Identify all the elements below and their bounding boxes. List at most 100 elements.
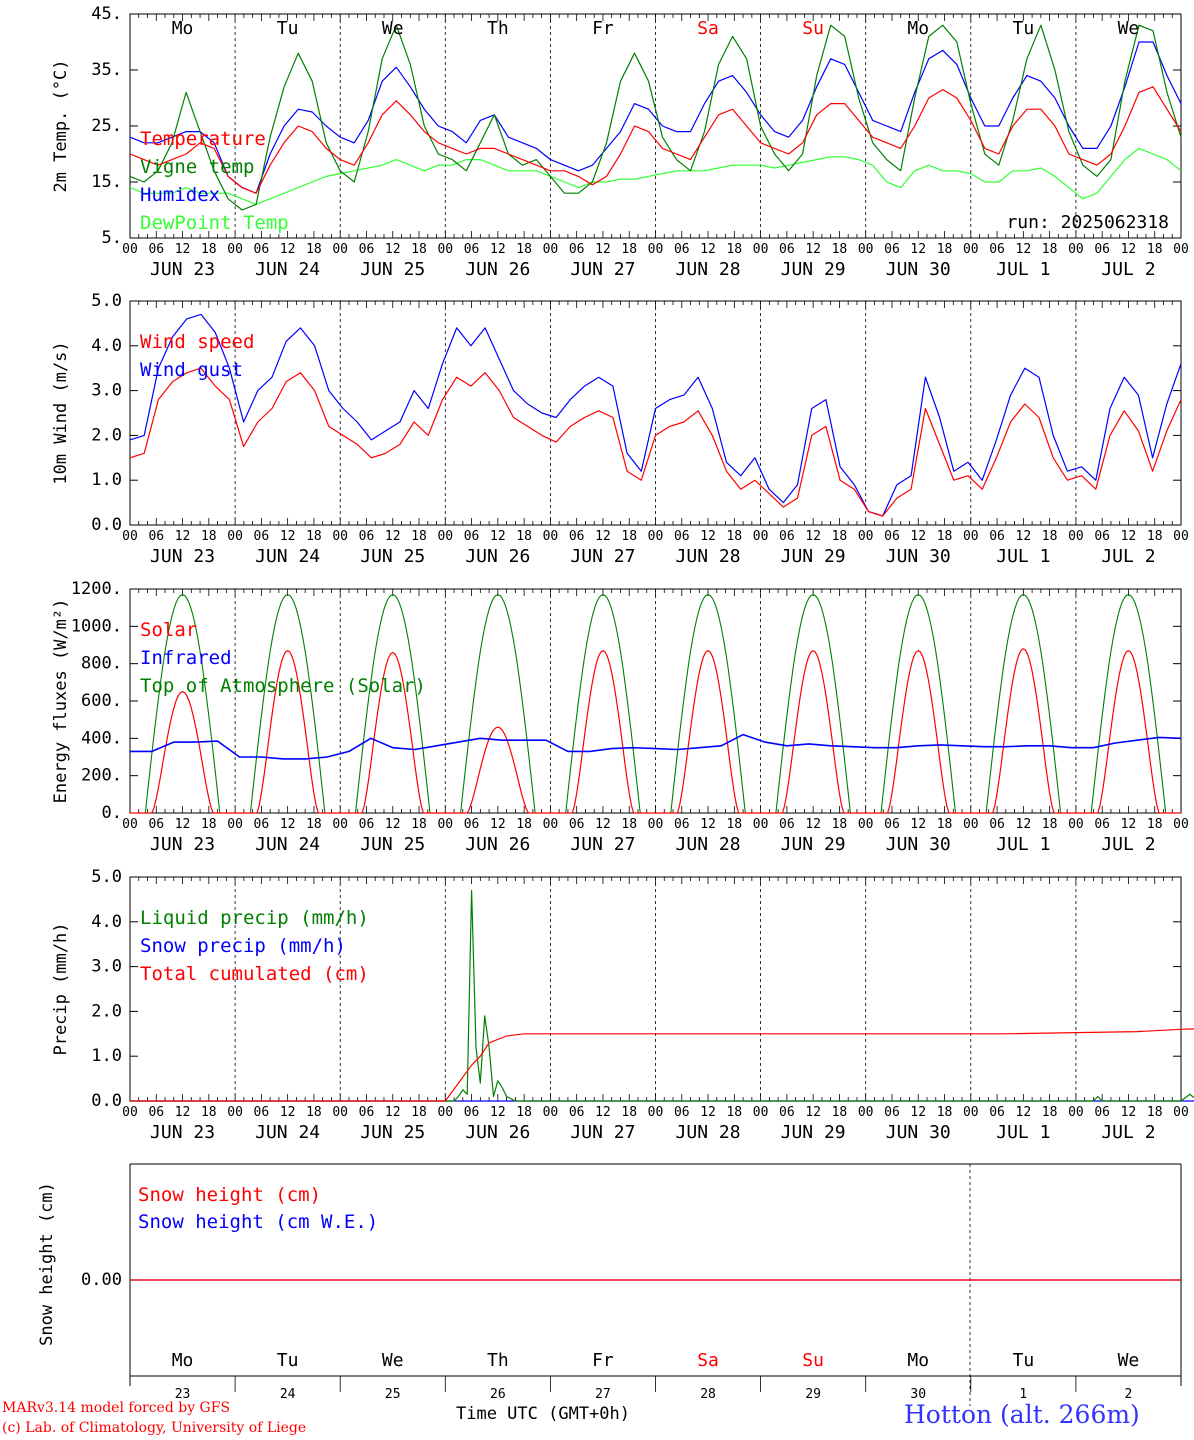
precip-hour-label: 06 <box>569 1105 585 1120</box>
temp-plot-frame <box>129 13 1182 239</box>
temp-ylabel: 2m Temp. (°C) <box>51 59 71 192</box>
energy-plot-frame <box>129 588 1182 814</box>
precip-hour-label: 00 <box>858 1105 874 1120</box>
precip-hour-label: 06 <box>254 1105 270 1120</box>
temp-weekday-label: Sa <box>697 18 719 39</box>
energy-hour-label: 06 <box>359 817 375 832</box>
precip-hour-label: 00 <box>543 1105 559 1120</box>
wind-hour-label: 12 <box>385 529 401 544</box>
wind-ytick-label: 2.0 <box>91 425 122 445</box>
snow-day-number: 25 <box>385 1387 401 1402</box>
precip-ytick-label: 0.0 <box>91 1091 122 1111</box>
temp-date-label: JUN 28 <box>676 259 741 280</box>
wind-hour-label: 00 <box>122 529 138 544</box>
wind-hour-label: 12 <box>175 529 191 544</box>
wind-hour-label: 18 <box>1147 529 1163 544</box>
precip-hour-label: 18 <box>621 1105 637 1120</box>
snow-ylabel: Snow height (cm) <box>37 1182 57 1346</box>
temp-weekday-label: Mo <box>172 18 194 39</box>
snow-day-number: 28 <box>700 1387 716 1402</box>
wind-hour-label: 00 <box>543 529 559 544</box>
energy-hour-label: 00 <box>963 817 979 832</box>
precip-hour-label: 12 <box>910 1105 926 1120</box>
temp-hour-label: 06 <box>1094 242 1110 257</box>
temp-hour-label: 06 <box>148 242 164 257</box>
energy-hour-label: 18 <box>411 817 427 832</box>
temp-series-line <box>129 41 1182 194</box>
temp-hour-label: 12 <box>280 242 296 257</box>
wind-hour-label: 00 <box>753 529 769 544</box>
precip-date-label: JUN 29 <box>781 1122 846 1143</box>
temp-hour-label: 18 <box>621 242 637 257</box>
energy-hour-label: 00 <box>1068 817 1084 832</box>
energy-hour-label: 18 <box>516 817 532 832</box>
temp-hour-label: 12 <box>175 242 191 257</box>
temp-hour-label: 18 <box>201 242 217 257</box>
time-axis-label: Time UTC (GMT+0h) <box>456 1404 630 1424</box>
energy-hour-label: 00 <box>227 817 243 832</box>
temp-ytick-label: 25. <box>91 116 122 136</box>
wind-date-label: JUL 1 <box>996 546 1050 567</box>
precip-date-label: JUN 24 <box>255 1122 320 1143</box>
energy-date-label: JUN 23 <box>150 834 215 855</box>
wind-hour-label: 06 <box>884 529 900 544</box>
snow-weekday-label: Sa <box>697 1350 719 1371</box>
snow-day-number: 1 <box>1019 1387 1027 1402</box>
wind-hour-label: 18 <box>411 529 427 544</box>
wind-hour-label: 06 <box>1094 529 1110 544</box>
snow-ytick-label: 0.00 <box>81 1270 122 1290</box>
snow-weekday-label: Th <box>487 1350 509 1371</box>
energy-hour-label: 06 <box>148 817 164 832</box>
snow-day-number: 23 <box>175 1387 191 1402</box>
temp-hour-label: 18 <box>516 242 532 257</box>
energy-hour-label: 00 <box>648 817 664 832</box>
temp-weekday-label: Th <box>487 18 509 39</box>
energy-ytick-label: 400. <box>81 728 122 748</box>
wind-date-label: JUN 27 <box>570 546 635 567</box>
precip-hour-label: 06 <box>884 1105 900 1120</box>
energy-date-label: JUN 30 <box>886 834 951 855</box>
precip-hour-label: 18 <box>201 1105 217 1120</box>
temp-hour-label: 12 <box>700 242 716 257</box>
temp-hour-label: 18 <box>1147 242 1163 257</box>
precip-hour-label: 18 <box>832 1105 848 1120</box>
wind-ytick-label: 4.0 <box>91 336 122 356</box>
temp-weekday-label: We <box>382 18 404 39</box>
temp-hour-label: 00 <box>437 242 453 257</box>
energy-date-label: JUN 25 <box>360 834 425 855</box>
energy-ytick-label: 600. <box>81 691 122 711</box>
precip-hour-label: 18 <box>411 1105 427 1120</box>
energy-hour-label: 06 <box>989 817 1005 832</box>
precip-series-line <box>130 889 1194 1102</box>
snow-weekday-label: We <box>1118 1350 1140 1371</box>
precip-hour-label: 00 <box>227 1105 243 1120</box>
snow-day-number: 29 <box>805 1387 821 1402</box>
energy-ytick-label: 1200. <box>71 579 122 599</box>
precip-date-label: JUN 28 <box>676 1122 741 1143</box>
wind-date-label: JUN 24 <box>255 546 320 567</box>
temp-hour-label: 06 <box>884 242 900 257</box>
temp-ytick-label: 35. <box>91 60 122 80</box>
snow-day-number: 26 <box>490 1387 506 1402</box>
energy-hour-label: 18 <box>1042 817 1058 832</box>
wind-hour-label: 12 <box>280 529 296 544</box>
snow-day-number: 27 <box>595 1387 611 1402</box>
wind-hour-label: 18 <box>516 529 532 544</box>
wind-hour-label: 12 <box>1016 529 1032 544</box>
temp-hour-label: 06 <box>674 242 690 257</box>
precip-legend-entry: Liquid precip (mm/h) <box>140 907 369 929</box>
precip-ytick-label: 2.0 <box>91 1001 122 1021</box>
temp-ytick-label: 5. <box>102 228 122 248</box>
precip-hour-label: 00 <box>963 1105 979 1120</box>
energy-date-label: JUN 28 <box>676 834 741 855</box>
wind-hour-label: 06 <box>569 529 585 544</box>
temp-hour-label: 00 <box>227 242 243 257</box>
wind-series-line <box>129 367 1182 517</box>
energy-date-label: JUN 29 <box>781 834 846 855</box>
snow-day-number: 2 <box>1125 1387 1133 1402</box>
energy-legend-entry: Solar <box>140 619 197 641</box>
energy-hour-label: 12 <box>910 817 926 832</box>
wind-ylabel: 10m Wind (m/s) <box>51 341 71 484</box>
energy-date-label: JUN 26 <box>465 834 530 855</box>
